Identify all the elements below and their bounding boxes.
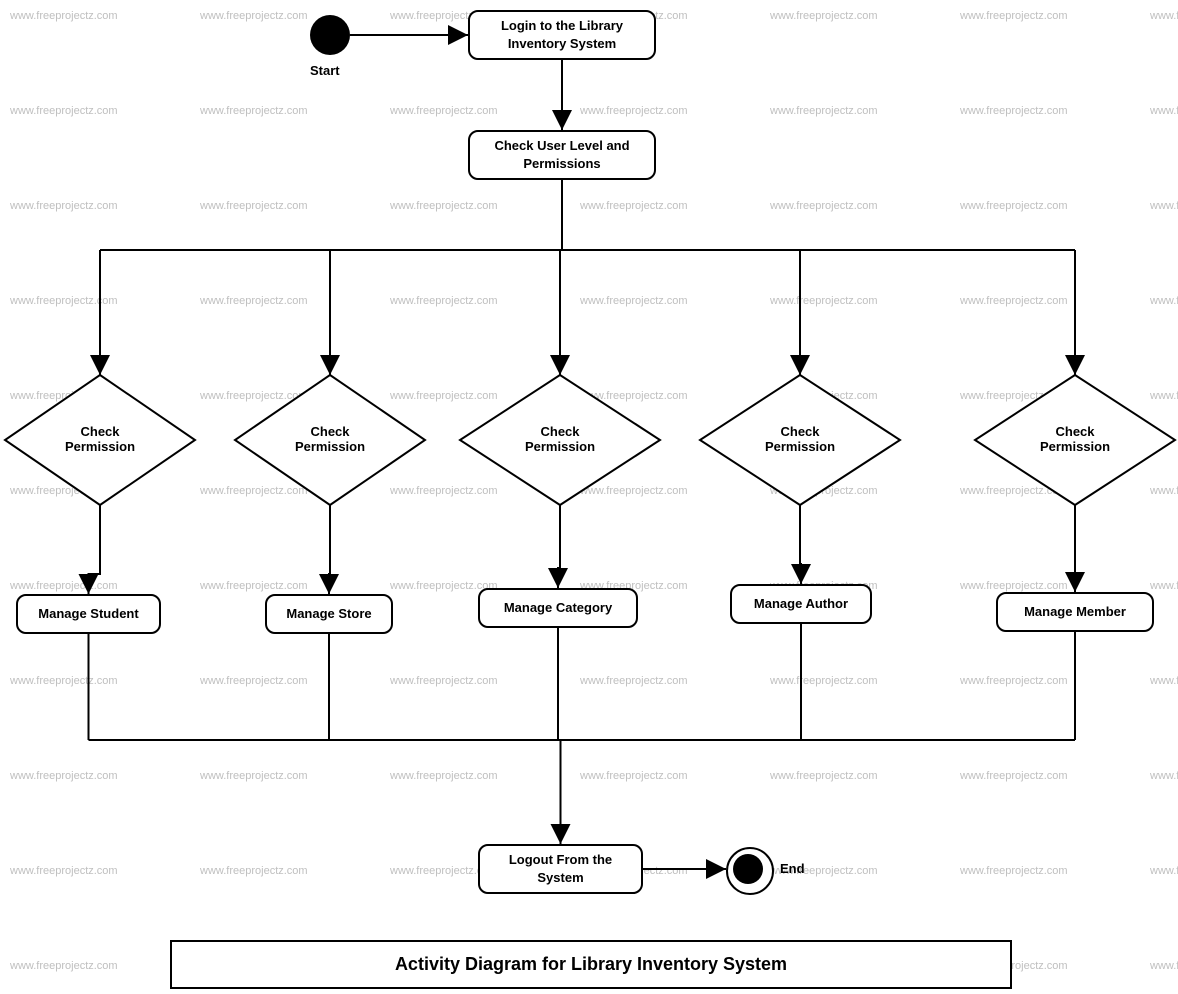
node-m3: Manage Category	[478, 588, 638, 628]
node-d5: Check Permission	[1025, 424, 1125, 454]
node-d2: Check Permission	[280, 424, 380, 454]
node-logout: Logout From the System	[478, 844, 643, 894]
diagram-title: Activity Diagram for Library Inventory S…	[170, 940, 1012, 989]
node-login: Login to the Library Inventory System	[468, 10, 656, 60]
node-check_user: Check User Level and Permissions	[468, 130, 656, 180]
end-node-inner	[733, 854, 763, 884]
start-node	[310, 15, 350, 55]
node-m2: Manage Store	[265, 594, 393, 634]
end-label: End	[780, 861, 805, 876]
start-label: Start	[310, 63, 340, 78]
node-m4: Manage Author	[730, 584, 872, 624]
node-m5: Manage Member	[996, 592, 1154, 632]
node-m1: Manage Student	[16, 594, 161, 634]
node-d1: Check Permission	[50, 424, 150, 454]
node-d3: Check Permission	[510, 424, 610, 454]
diagram-overlay: Start End Login to the Library Inventory S…	[0, 0, 1178, 994]
node-d4: Check Permission	[750, 424, 850, 454]
